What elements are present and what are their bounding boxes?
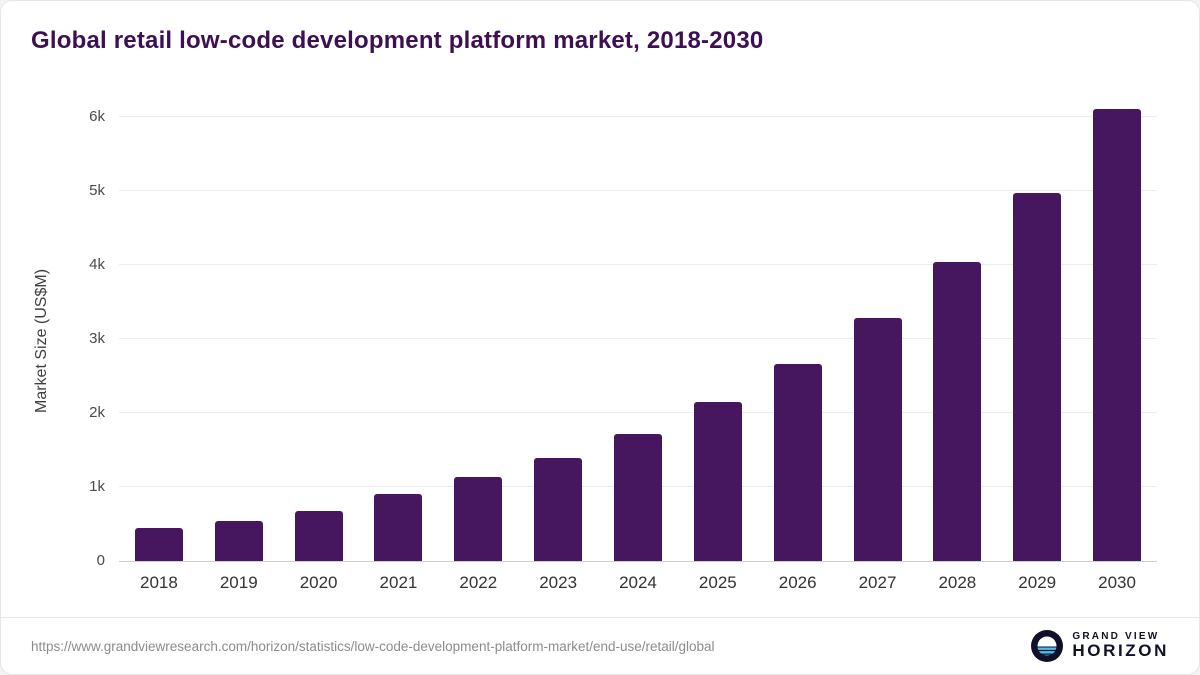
gridline-3k xyxy=(119,338,1157,340)
y-tick-label-1k: 1k xyxy=(89,478,105,496)
horizon-logo-icon xyxy=(1031,630,1064,662)
bar-slot-2022 xyxy=(438,99,518,561)
plot-area: 0 1k 2k 3k 4k 5k 6k xyxy=(89,99,1157,569)
x-tick-label-2022: 2022 xyxy=(459,573,498,592)
x-tick-label-2027: 2027 xyxy=(858,573,897,592)
y-tick-label-2k: 2k xyxy=(89,404,105,422)
y-tick-label-0: 0 xyxy=(96,552,105,569)
bar-slot-2026 xyxy=(758,99,838,561)
x-axis-labels: 2018 2019 2020 2021 2022 2023 2024 2025 2026 2027… xyxy=(119,573,1157,593)
logo-text: GRAND VIEW HORIZON xyxy=(1072,630,1169,661)
logo-line2: HORIZON xyxy=(1072,641,1169,661)
bar-slot-2030 xyxy=(1077,99,1157,561)
bar-2022 xyxy=(454,477,503,561)
bar-slot-2020 xyxy=(279,99,359,561)
bar-2026 xyxy=(773,364,822,561)
y-tick-label-4k: 4k xyxy=(89,256,105,274)
bar-2028 xyxy=(933,261,982,561)
x-tick-label-2021: 2021 xyxy=(379,573,418,592)
bar-slot-2028 xyxy=(917,99,997,561)
gridline-5k xyxy=(119,190,1157,192)
gridline-4k xyxy=(119,264,1157,266)
bar-slot-2021 xyxy=(359,99,439,561)
bar-2027 xyxy=(853,317,902,561)
bar-slot-2027 xyxy=(838,99,918,561)
bar-2024 xyxy=(613,433,662,561)
y-axis-title: Market Size (US$M) xyxy=(33,268,50,413)
x-tick-label-2026: 2026 xyxy=(778,573,817,592)
x-tick-label-2029: 2029 xyxy=(1018,573,1057,592)
bar-slot-2024 xyxy=(598,99,678,561)
bar-slot-2025 xyxy=(678,99,758,561)
x-tick-label-2020: 2020 xyxy=(299,573,338,592)
bar-2030 xyxy=(1093,108,1142,561)
bar-2029 xyxy=(1013,192,1062,561)
bar-2018 xyxy=(134,528,183,561)
chart-title: Global retail low-code development platf… xyxy=(31,27,764,54)
bar-2019 xyxy=(214,521,263,561)
x-tick-label-2019: 2019 xyxy=(219,573,258,592)
bar-slot-2018 xyxy=(119,99,199,561)
brand-logo: GRAND VIEW HORIZON xyxy=(1031,630,1169,662)
bar-2025 xyxy=(693,402,742,561)
bar-2021 xyxy=(374,494,423,561)
x-tick-label-2018: 2018 xyxy=(140,573,178,592)
footer: https://www.grandviewresearch.com/horizo… xyxy=(1,617,1199,674)
x-tick-label-2023: 2023 xyxy=(539,573,578,592)
bar-slot-2023 xyxy=(518,99,598,561)
source-url: https://www.grandviewresearch.com/horizo… xyxy=(31,638,715,654)
x-tick-label-2025: 2025 xyxy=(698,573,737,592)
bar-2020 xyxy=(294,511,343,561)
x-tick-label-2024: 2024 xyxy=(619,573,657,592)
y-tick-label-6k: 6k xyxy=(89,108,105,126)
bars-container xyxy=(119,99,1157,561)
y-tick-label-5k: 5k xyxy=(89,182,105,200)
bar-2023 xyxy=(534,457,583,561)
logo-line1: GRAND VIEW xyxy=(1072,630,1160,642)
bar-slot-2019 xyxy=(199,99,279,561)
gridline-2k xyxy=(119,412,1157,414)
gridline-6k xyxy=(119,116,1157,118)
x-tick-label-2028: 2028 xyxy=(938,573,977,592)
x-tick-label-2030: 2030 xyxy=(1098,573,1136,592)
bar-slot-2029 xyxy=(997,99,1077,561)
y-tick-label-3k: 3k xyxy=(89,330,105,348)
